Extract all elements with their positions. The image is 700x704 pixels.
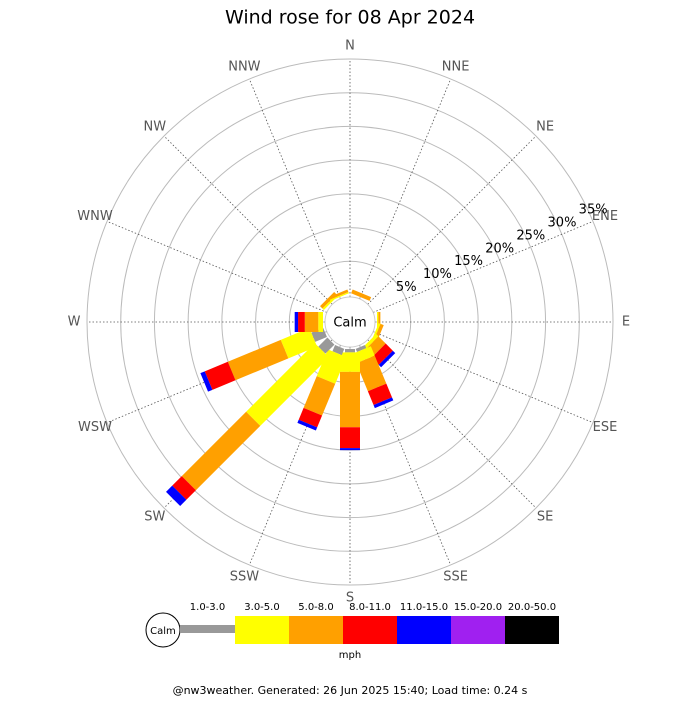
legend-swatch: [235, 616, 289, 644]
legend-swatch: [451, 616, 505, 644]
bar-segment: [367, 383, 393, 405]
legend-label: 20.0-50.0: [508, 602, 556, 613]
ring: [153, 125, 547, 519]
ring-label: 15%: [454, 254, 483, 269]
bar-segment: [329, 291, 349, 301]
legend-label: 8.0-11.0: [349, 602, 391, 613]
bar-segment: [246, 343, 329, 426]
legend-label: 3.0-5.0: [244, 602, 279, 613]
bar-segment: [318, 312, 323, 332]
ring-label: 20%: [485, 241, 514, 256]
legend-swatch: [397, 616, 451, 644]
bar-segment: [378, 350, 396, 368]
bar-segment: [280, 327, 318, 359]
spoke: [372, 220, 594, 313]
spoke: [367, 339, 537, 509]
direction-label: W: [68, 315, 81, 330]
bar-segment: [200, 371, 213, 392]
bar-segment: [294, 312, 299, 332]
calm-circle: [324, 296, 376, 348]
bar-segment: [356, 355, 387, 392]
bar-segment: [371, 343, 393, 365]
legend-label: 15.0-20.0: [454, 602, 502, 613]
bar-segment: [303, 376, 336, 416]
calm-label: Calm: [333, 316, 366, 331]
footer: @nw3weather. Generated: 26 Jun 2025 15:4…: [173, 684, 528, 697]
legend-swatch: [180, 625, 235, 633]
legend-label: 11.0-15.0: [400, 602, 448, 613]
ring-label: 35%: [579, 203, 608, 218]
direction-label: WSW: [78, 420, 112, 435]
bar-segment: [316, 349, 347, 384]
spoke: [367, 135, 537, 305]
ring-label: 25%: [516, 228, 545, 243]
bar-segment: [318, 337, 335, 354]
bar-segment: [328, 289, 349, 300]
bar-segment: [373, 397, 394, 409]
legend-calm-label: Calm: [150, 626, 176, 637]
direction-label: E: [622, 315, 630, 330]
spoke: [359, 78, 452, 300]
direction-label: NNE: [442, 60, 470, 75]
chart-title: Wind rose for 08 Apr 2024: [225, 7, 475, 29]
bar-segment: [340, 427, 360, 449]
bar-segment: [297, 419, 318, 431]
bar-segment: [362, 334, 379, 351]
direction-label: ESE: [593, 420, 618, 435]
direction-label: NE: [536, 119, 554, 134]
legend-label: 1.0-3.0: [190, 602, 225, 613]
direction-label: NNW: [228, 60, 260, 75]
legend-swatch: [505, 616, 559, 644]
direction-label: WNW: [77, 209, 113, 224]
bar-segment: [340, 371, 360, 428]
bar-segment: [298, 407, 323, 428]
bar-segment: [166, 485, 187, 506]
direction-label: N: [345, 39, 355, 54]
bar-segment: [332, 345, 345, 356]
spoke: [372, 331, 594, 424]
bar-segment: [181, 411, 261, 491]
spoke: [106, 220, 328, 313]
direction-label: SE: [537, 510, 553, 525]
bar-segment: [227, 339, 289, 381]
bar-segment: [298, 312, 305, 332]
bar-segment: [355, 345, 367, 352]
bar-segment: [172, 476, 196, 500]
bar-segment: [351, 289, 372, 301]
bar-segment: [340, 448, 360, 451]
direction-label: S: [346, 591, 354, 606]
direction-label: SSW: [230, 569, 260, 584]
spoke: [248, 78, 341, 300]
legend-swatch: [289, 616, 343, 644]
bar-segment: [304, 312, 319, 332]
bar-segment: [345, 349, 355, 353]
direction-label: NW: [144, 119, 167, 134]
direction-label: SSE: [443, 569, 468, 584]
ring: [86, 58, 614, 586]
bar-segment: [204, 361, 236, 390]
direction-label: SW: [144, 510, 165, 525]
legend-label: 5.0-8.0: [298, 602, 333, 613]
legend-unit: mph: [339, 650, 361, 661]
ring-label: 5%: [396, 280, 417, 295]
ring-label: 30%: [548, 216, 577, 231]
direction-label: ENE: [592, 209, 618, 224]
legend-swatch: [343, 616, 397, 644]
spoke: [163, 135, 333, 305]
ring-label: 10%: [423, 267, 452, 282]
